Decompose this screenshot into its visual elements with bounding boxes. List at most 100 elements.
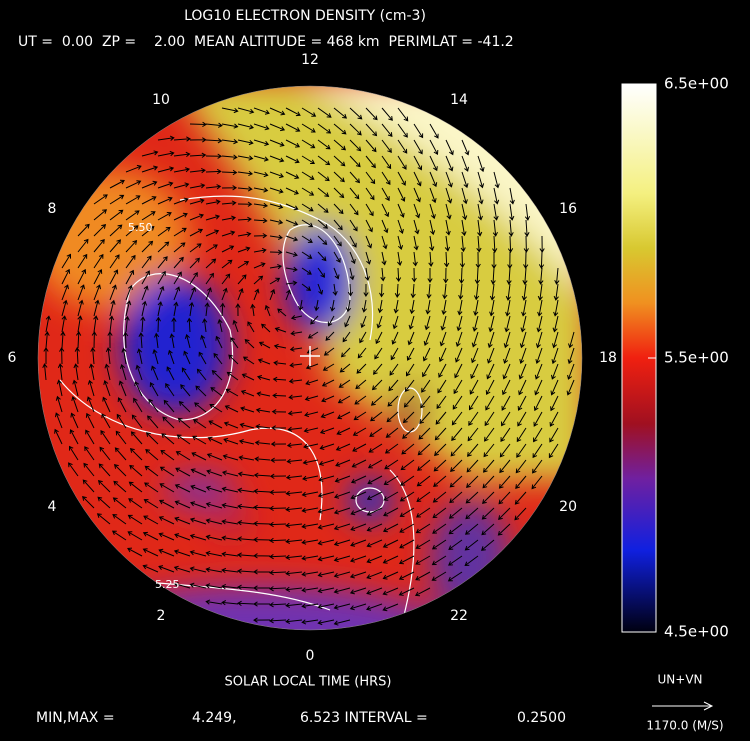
wind-arrow — [237, 568, 255, 574]
wind-arrow — [253, 107, 270, 115]
wind-arrow — [158, 532, 175, 541]
wind-arrow — [54, 428, 63, 445]
wind-arrow — [428, 251, 434, 268]
colorbar-tick-label: 5.5e+00 — [664, 349, 729, 367]
wind-arrow — [468, 411, 479, 426]
wind-arrow — [129, 464, 143, 477]
wind-arrow — [125, 164, 142, 173]
hour-label: 8 — [47, 201, 56, 217]
wind-arrow — [189, 183, 206, 189]
wind-arrow — [194, 402, 207, 413]
wind-arrow — [253, 520, 271, 527]
wind-arrow — [321, 395, 335, 403]
wind-arrow — [410, 283, 416, 299]
wind-arrow — [524, 219, 530, 237]
wind-arrow — [82, 496, 95, 509]
wind-arrow — [237, 107, 255, 114]
wind-arrow — [113, 464, 127, 477]
vector-label: UN+VN — [658, 673, 703, 687]
wind-arrow — [381, 235, 388, 250]
footer-max-interval: 6.523 INTERVAL = — [300, 710, 428, 726]
wind-arrow — [349, 139, 362, 152]
wind-arrow — [237, 139, 254, 146]
wind-arrow — [399, 539, 415, 549]
wind-arrow — [413, 139, 423, 155]
wind-arrow — [508, 219, 514, 237]
wind-arrow — [447, 571, 463, 582]
wind-arrow — [534, 363, 543, 380]
wind-arrow — [492, 235, 498, 253]
wind-arrow — [514, 507, 527, 521]
wind-arrow — [319, 427, 335, 435]
wind-arrow — [432, 491, 447, 503]
wind-arrow — [353, 411, 367, 421]
wind-arrow — [237, 487, 255, 493]
wind-arrow — [301, 571, 319, 577]
wind-arrow — [473, 299, 479, 317]
wind-arrow — [450, 443, 463, 457]
wind-arrow — [205, 258, 217, 269]
wind-arrow — [317, 203, 329, 213]
wind-arrow — [465, 507, 479, 520]
wind-arrow — [144, 482, 159, 493]
wind-arrow — [154, 332, 160, 349]
wind-arrow — [568, 331, 575, 349]
wind-arrow — [458, 267, 465, 284]
wind-arrow — [97, 496, 111, 509]
contour-label: 5.50 — [128, 221, 153, 234]
wind-arrow — [205, 583, 223, 589]
wind-arrow — [501, 395, 511, 411]
wind-arrow — [301, 267, 312, 275]
wind-arrow — [189, 582, 207, 589]
wind-arrow — [501, 411, 511, 427]
wind-arrow — [535, 331, 543, 349]
wind-arrow — [285, 155, 300, 164]
wind-arrow — [395, 267, 402, 283]
wind-arrow — [317, 523, 335, 530]
density-field — [38, 86, 582, 630]
wind-arrow — [158, 499, 175, 509]
wind-arrow — [519, 347, 527, 364]
wind-arrow — [237, 600, 255, 607]
wind-arrow — [455, 331, 463, 347]
wind-arrow — [549, 427, 559, 443]
hour-label: 18 — [599, 350, 617, 366]
wind-arrow — [141, 180, 158, 189]
wind-arrow — [163, 399, 175, 413]
wind-arrow — [517, 395, 527, 411]
wind-arrow — [390, 347, 399, 361]
wind-arrow — [382, 539, 399, 548]
wind-arrow — [69, 429, 79, 445]
wind-arrow — [413, 235, 419, 251]
wind-arrow — [532, 459, 543, 474]
wind-arrow — [392, 315, 399, 330]
wind-arrow — [477, 171, 485, 189]
wind-arrow — [368, 443, 383, 453]
wind-arrow — [253, 601, 270, 607]
wind-arrow — [337, 395, 351, 404]
wind-arrow — [141, 285, 149, 301]
wind-arrow — [222, 454, 239, 461]
wind-arrow — [269, 155, 285, 163]
wind-arrow — [466, 443, 479, 457]
wind-arrow — [221, 169, 238, 176]
wind-arrow — [485, 395, 495, 411]
wind-arrow — [221, 154, 238, 160]
wind-arrow — [406, 363, 415, 377]
wind-arrow — [155, 316, 162, 333]
wind-arrow — [230, 337, 239, 349]
wind-arrow — [61, 299, 68, 317]
wind-arrow — [237, 584, 255, 590]
wind-arrow — [427, 268, 433, 283]
wind-arrow — [487, 347, 495, 364]
wind-arrow — [381, 123, 393, 138]
wind-arrow — [535, 347, 543, 364]
wind-arrow — [397, 251, 403, 267]
wind-arrow — [301, 187, 315, 196]
wind-arrow — [289, 362, 303, 368]
wind-arrow — [374, 347, 383, 360]
wind-arrow — [340, 347, 351, 358]
wind-arrow — [219, 302, 226, 317]
wind-arrow — [237, 186, 253, 192]
wind-arrow — [253, 233, 268, 239]
